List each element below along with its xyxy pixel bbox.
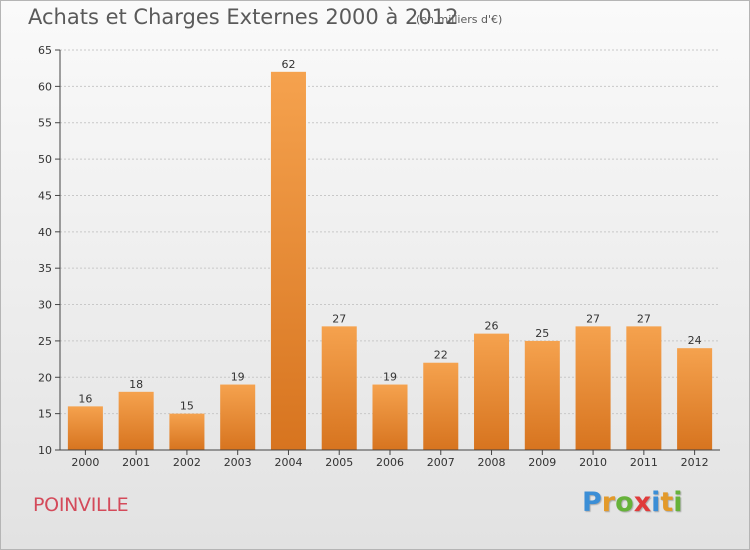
x-tick-label: 2004 xyxy=(274,456,302,469)
chart-subtitle: (en milliers d'€) xyxy=(416,13,503,26)
x-tick-label: 2008 xyxy=(478,456,506,469)
y-tick-label: 25 xyxy=(38,335,52,348)
y-tick-label: 20 xyxy=(38,371,52,384)
logo-letter: x xyxy=(633,487,652,518)
y-tick-label: 60 xyxy=(38,80,52,93)
proxiti-logo[interactable]: Proxiti xyxy=(582,487,683,518)
chart-title: Achats et Charges Externes 2000 à 2012 xyxy=(28,5,459,29)
bar-2003[interactable] xyxy=(220,384,256,450)
bar-value-label: 15 xyxy=(180,400,194,413)
bar-value-label: 22 xyxy=(434,349,448,362)
x-tick-label: 2006 xyxy=(376,456,404,469)
y-tick-label: 35 xyxy=(38,262,52,275)
logo-letter: i xyxy=(651,487,661,518)
bar-value-label: 26 xyxy=(485,320,499,333)
bar-value-label: 27 xyxy=(637,312,651,325)
logo-letter: o xyxy=(615,487,634,518)
x-tick-label: 2011 xyxy=(630,456,658,469)
bar-value-label: 27 xyxy=(586,312,600,325)
labels: 10 15 20 25 30 35 40 45 50 55 60 65 16 2000 18 2001 15 20… xyxy=(38,44,709,469)
y-tick-label: 50 xyxy=(38,153,52,166)
bar-value-label: 19 xyxy=(231,371,245,384)
y-tick-label: 30 xyxy=(38,299,52,312)
y-tick-label: 65 xyxy=(38,44,52,57)
y-tick-label: 45 xyxy=(38,189,52,202)
city-name: POINVILLE xyxy=(33,494,129,516)
x-tick-label: 2012 xyxy=(681,456,709,469)
x-tick-label: 2009 xyxy=(528,456,556,469)
axes xyxy=(55,49,720,455)
bar-value-label: 62 xyxy=(281,58,295,71)
logo-letter: i xyxy=(673,487,683,518)
logo-letter: r xyxy=(601,487,616,518)
logo-letter: P xyxy=(582,487,602,518)
y-tick-label: 40 xyxy=(38,226,52,239)
x-tick-label: 2007 xyxy=(427,456,455,469)
bar-value-label: 16 xyxy=(78,392,92,405)
bar-2010[interactable] xyxy=(575,326,611,450)
bar-value-label: 24 xyxy=(688,334,702,347)
bar-value-label: 27 xyxy=(332,312,346,325)
bar-2006[interactable] xyxy=(372,384,408,450)
y-tick-label: 55 xyxy=(38,117,52,130)
logo-letter: t xyxy=(660,487,674,518)
bar-2000[interactable] xyxy=(67,406,103,450)
bar-2008[interactable] xyxy=(474,333,510,450)
x-tick-label: 2010 xyxy=(579,456,607,469)
bar-2009[interactable] xyxy=(524,340,560,450)
y-tick-label: 10 xyxy=(38,444,52,457)
bar-2011[interactable] xyxy=(626,326,662,450)
bar-2004[interactable] xyxy=(270,71,306,451)
bar-2005[interactable] xyxy=(321,326,357,450)
bar-value-label: 25 xyxy=(535,327,549,340)
x-tick-label: 2002 xyxy=(173,456,201,469)
bar-value-label: 18 xyxy=(129,378,143,391)
bars xyxy=(67,71,713,451)
bar-value-label: 19 xyxy=(383,371,397,384)
bar-2007[interactable] xyxy=(423,362,459,450)
bar-2012[interactable] xyxy=(677,348,713,450)
bar-2001[interactable] xyxy=(118,391,154,450)
y-tick-label: 15 xyxy=(38,408,52,421)
x-tick-label: 2005 xyxy=(325,456,353,469)
x-tick-label: 2003 xyxy=(224,456,252,469)
x-tick-label: 2000 xyxy=(71,456,99,469)
bar-2002[interactable] xyxy=(169,413,205,450)
x-tick-label: 2001 xyxy=(122,456,150,469)
